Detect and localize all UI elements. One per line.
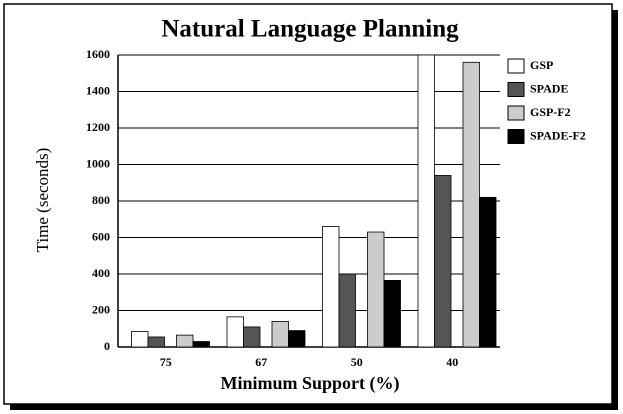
frame-shadow [10,404,616,410]
y-tick-label: 1600 [86,47,110,61]
x-axis-label: Minimum Support (%) [220,373,399,394]
y-tick-label: 1200 [86,120,110,134]
frame-shadow [612,10,618,410]
y-tick-label: 800 [92,193,110,207]
y-tick-label: 600 [92,229,110,243]
bar [367,231,385,348]
y-tick-label: 200 [92,302,110,316]
y-tick-label: 1000 [86,156,110,170]
y-tick-label: 0 [104,339,110,353]
legend-swatch [507,58,525,74]
x-tick-label: 50 [351,355,363,369]
legend-swatch [507,105,525,121]
bar [176,334,194,348]
x-tick-label: 40 [446,355,458,369]
legend-swatch [507,82,525,97]
bar [147,336,165,348]
bar [383,279,401,348]
bar [131,331,149,348]
x-tick-label: 67 [255,355,267,369]
bar [243,326,261,348]
y-tick-label: 1400 [86,83,110,97]
bar [462,61,480,348]
y-axis-label: Time (seconds) [33,148,52,253]
bar [288,330,306,348]
legend-label: GSP-F2 [530,105,571,119]
bar [479,196,497,348]
bar [271,321,289,348]
chart-title: Natural Language Planning [161,16,459,43]
legend-label: SPADE [530,81,568,95]
bar [338,273,356,348]
bar [192,341,210,348]
bar [417,54,435,348]
x-tick-label: 75 [160,355,172,369]
legend-swatch [507,129,525,144]
bar [322,226,340,348]
legend-label: SPADE-F2 [530,128,586,142]
bar [226,316,244,348]
y-tick-label: 400 [92,266,110,280]
bar [434,175,452,348]
legend-label: GSP [530,58,553,72]
